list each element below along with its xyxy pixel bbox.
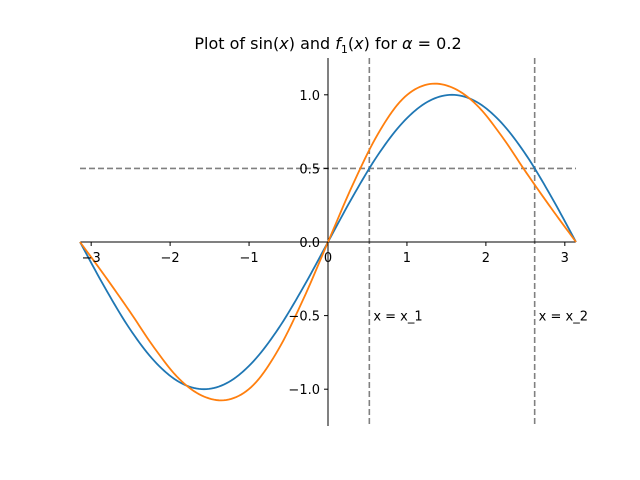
x-tick-label: 0 bbox=[324, 251, 332, 266]
x-tick-label: −2 bbox=[161, 251, 180, 266]
y-tick-label: 0.0 bbox=[299, 236, 320, 251]
annotation-label-2: x = x_2 bbox=[539, 310, 588, 325]
ticks: −3 −2 −1 0 1 2 3 −1.0 −0.5 0.0 0.5 1.0 bbox=[82, 89, 569, 398]
y-tick-label: 0.5 bbox=[299, 162, 320, 177]
chart-title: Plot of sin(x) and f1(x) for α = 0.2 bbox=[194, 34, 461, 56]
y-tick-label: −1.0 bbox=[288, 383, 320, 398]
title-mid2: ( bbox=[348, 34, 354, 53]
x-tick-label: 1 bbox=[403, 251, 411, 266]
title-subscript: 1 bbox=[341, 43, 348, 56]
x-tick-label: −1 bbox=[239, 251, 258, 266]
title-mid1: ) and bbox=[289, 34, 336, 53]
title-x1: x bbox=[278, 34, 289, 53]
x-tick-label: 2 bbox=[482, 251, 490, 266]
title-f: f bbox=[335, 34, 343, 53]
title-x2: x bbox=[353, 34, 364, 53]
title-mid3: ) for bbox=[364, 34, 402, 53]
annotation-label-1: x = x_1 bbox=[373, 310, 422, 325]
y-tick-label: −0.5 bbox=[288, 310, 320, 325]
annotations: x = x_1 x = x_2 bbox=[373, 310, 588, 325]
x-tick-label: −3 bbox=[82, 251, 101, 266]
title-prefix: Plot of sin( bbox=[194, 34, 279, 53]
title-eq: = 0.2 bbox=[413, 34, 462, 53]
y-tick-label: 1.0 bbox=[299, 89, 320, 104]
title-alpha: α bbox=[402, 34, 413, 53]
x-tick-label: 3 bbox=[561, 251, 569, 266]
